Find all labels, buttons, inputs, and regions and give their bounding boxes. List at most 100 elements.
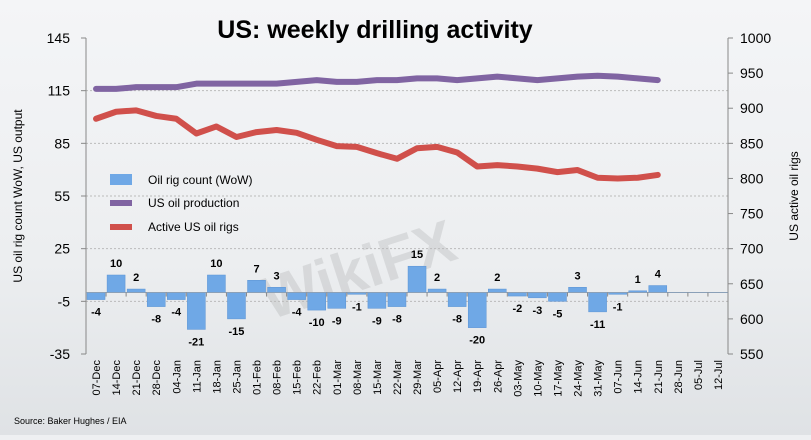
x-tick-label: 05-Jul bbox=[693, 360, 705, 390]
x-tick-label: 01-Mar bbox=[332, 360, 344, 395]
x-tick-label: 05-Apr bbox=[432, 360, 444, 393]
bar bbox=[106, 274, 126, 293]
x-tick-label: 28-Jun bbox=[673, 360, 685, 394]
x-tick-label: 01-Feb bbox=[252, 360, 264, 395]
bar bbox=[488, 288, 507, 293]
y-tick-left: -5 bbox=[58, 293, 71, 309]
bar bbox=[287, 292, 306, 300]
bar bbox=[167, 292, 186, 300]
x-tick-label: 25-Jan bbox=[231, 360, 243, 394]
bar bbox=[528, 292, 547, 299]
x-tick-label: 21-Dec bbox=[131, 360, 143, 396]
data-label: -10 bbox=[309, 317, 325, 329]
bar bbox=[247, 280, 266, 293]
data-label: -1 bbox=[613, 301, 623, 313]
bar bbox=[267, 287, 286, 293]
line-production bbox=[93, 72, 661, 92]
bar bbox=[146, 292, 166, 307]
data-label: -4 bbox=[171, 307, 182, 319]
y-tick-right: 750 bbox=[740, 206, 764, 222]
y-tick-right: 700 bbox=[740, 241, 764, 257]
data-label: 4 bbox=[655, 269, 662, 281]
y-tick-left: 115 bbox=[48, 83, 71, 99]
x-tick-label: 22-Feb bbox=[312, 360, 324, 395]
y-tick-left: 85 bbox=[54, 135, 70, 151]
x-tick-label: 22-Mar bbox=[392, 360, 404, 395]
y-tick-right: 900 bbox=[740, 100, 764, 116]
data-label: -5 bbox=[553, 308, 563, 320]
x-tick-label: 15-Feb bbox=[292, 360, 304, 395]
y-tick-right: 650 bbox=[740, 276, 764, 292]
y-tick-right: 600 bbox=[740, 311, 764, 327]
x-tick-label: 26-Apr bbox=[492, 360, 504, 393]
y-axis-left-label: US oil rig count WoW, US output bbox=[11, 109, 25, 283]
x-tick-label: 08-Feb bbox=[272, 360, 284, 395]
data-label: 2 bbox=[494, 272, 500, 284]
bar bbox=[307, 292, 326, 311]
data-label: -9 bbox=[372, 315, 382, 327]
data-label: 15 bbox=[411, 249, 423, 261]
bar bbox=[427, 288, 447, 293]
bar bbox=[86, 292, 106, 300]
data-label: -9 bbox=[332, 315, 342, 327]
y-tick-right: 550 bbox=[740, 346, 764, 362]
y-tick-left: 145 bbox=[47, 30, 71, 46]
y-tick-left: -35 bbox=[50, 346, 70, 362]
x-tick-label: 14-Jun bbox=[633, 360, 645, 394]
data-label: 2 bbox=[133, 272, 139, 284]
x-tick-label: 15-Mar bbox=[372, 360, 384, 395]
y-tick-right: 800 bbox=[740, 170, 764, 186]
data-label: 10 bbox=[110, 258, 122, 270]
bar bbox=[367, 292, 387, 309]
y-tick-right: 850 bbox=[740, 135, 764, 151]
bar bbox=[227, 292, 246, 320]
x-tick-label: 21-Jun bbox=[653, 360, 665, 394]
bar bbox=[327, 292, 347, 309]
y-tick-right: 1000 bbox=[740, 30, 771, 46]
data-label: -11 bbox=[590, 319, 605, 331]
legend-swatch-bar bbox=[110, 174, 132, 185]
bar bbox=[467, 292, 487, 328]
data-label: 2 bbox=[434, 272, 440, 284]
chart-title: US: weekly drilling activity bbox=[217, 16, 532, 44]
x-tick-label: 12-Jul bbox=[713, 360, 725, 390]
line-rigs bbox=[93, 107, 661, 182]
data-label: -8 bbox=[452, 314, 462, 326]
bar bbox=[508, 292, 527, 297]
x-tick-label: 11-Jan bbox=[191, 360, 203, 393]
data-label: -21 bbox=[188, 336, 204, 348]
x-tick-label: 12-Apr bbox=[452, 360, 464, 393]
x-tick-label: 17-May bbox=[552, 360, 564, 397]
x-tick-label: 03-May bbox=[512, 360, 524, 397]
data-label: -20 bbox=[469, 335, 485, 347]
bar bbox=[548, 292, 567, 302]
data-label: 7 bbox=[253, 263, 259, 275]
data-label: -4 bbox=[91, 307, 102, 319]
bar bbox=[387, 292, 407, 307]
bar bbox=[648, 285, 668, 293]
legend-label: Active US oil rigs bbox=[148, 220, 239, 234]
data-label: -8 bbox=[151, 314, 161, 326]
x-tick-label: 07-Dec bbox=[91, 360, 103, 396]
y-axis-right-label: US active oil rigs bbox=[787, 151, 801, 240]
data-label: -4 bbox=[292, 307, 303, 319]
y-tick-left: 55 bbox=[54, 188, 70, 204]
source-note: Source: Baker Hughes / EIA bbox=[14, 416, 127, 426]
legend-label: US oil production bbox=[148, 196, 239, 210]
bar bbox=[407, 265, 427, 293]
x-tick-label: 10-May bbox=[532, 360, 544, 397]
bar bbox=[187, 292, 206, 330]
bar bbox=[447, 292, 467, 307]
bar bbox=[207, 274, 226, 293]
data-label: 1 bbox=[635, 274, 641, 286]
data-label: -15 bbox=[229, 326, 245, 338]
data-label: -8 bbox=[392, 314, 402, 326]
bar bbox=[588, 292, 607, 313]
watermark: WikiFX bbox=[253, 207, 463, 332]
x-tick-label: 04-Jan bbox=[171, 360, 183, 394]
x-tick-label: 18-Jan bbox=[211, 360, 223, 394]
x-tick-label: 14-Dec bbox=[111, 360, 123, 396]
data-label: 10 bbox=[210, 258, 222, 270]
